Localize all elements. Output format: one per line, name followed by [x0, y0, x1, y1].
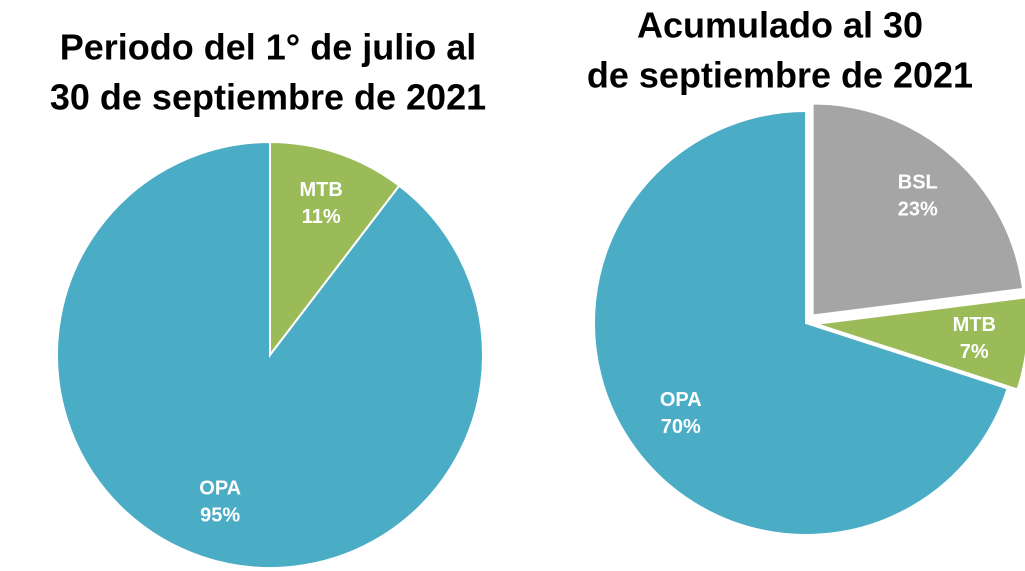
- slice-value-label: 7%: [960, 341, 989, 363]
- pie-slice: [593, 109, 1009, 536]
- slice-value-label: 11%: [302, 206, 341, 228]
- chart-title: 30 de septiembre de 2021: [50, 77, 486, 118]
- slice-label: MTB: [299, 179, 342, 201]
- pie-slice: [811, 102, 1025, 317]
- pie-slice: [269, 140, 401, 358]
- pie-slice: [815, 296, 1025, 391]
- chart-title: Acumulado al 30: [637, 5, 923, 46]
- slice-label: OPA: [199, 478, 241, 500]
- chart-title: Periodo del 1° de julio al: [60, 27, 476, 68]
- slice-value-label: 95%: [200, 505, 240, 527]
- chart-title: de septiembre de 2021: [587, 55, 973, 96]
- slice-label: OPA: [660, 389, 702, 411]
- slice-label: MTB: [953, 314, 996, 336]
- slice-label: BSL: [898, 172, 938, 194]
- slice-value-label: 70%: [661, 416, 701, 438]
- pie-slice: [56, 140, 484, 569]
- slice-value-label: 23%: [898, 199, 938, 221]
